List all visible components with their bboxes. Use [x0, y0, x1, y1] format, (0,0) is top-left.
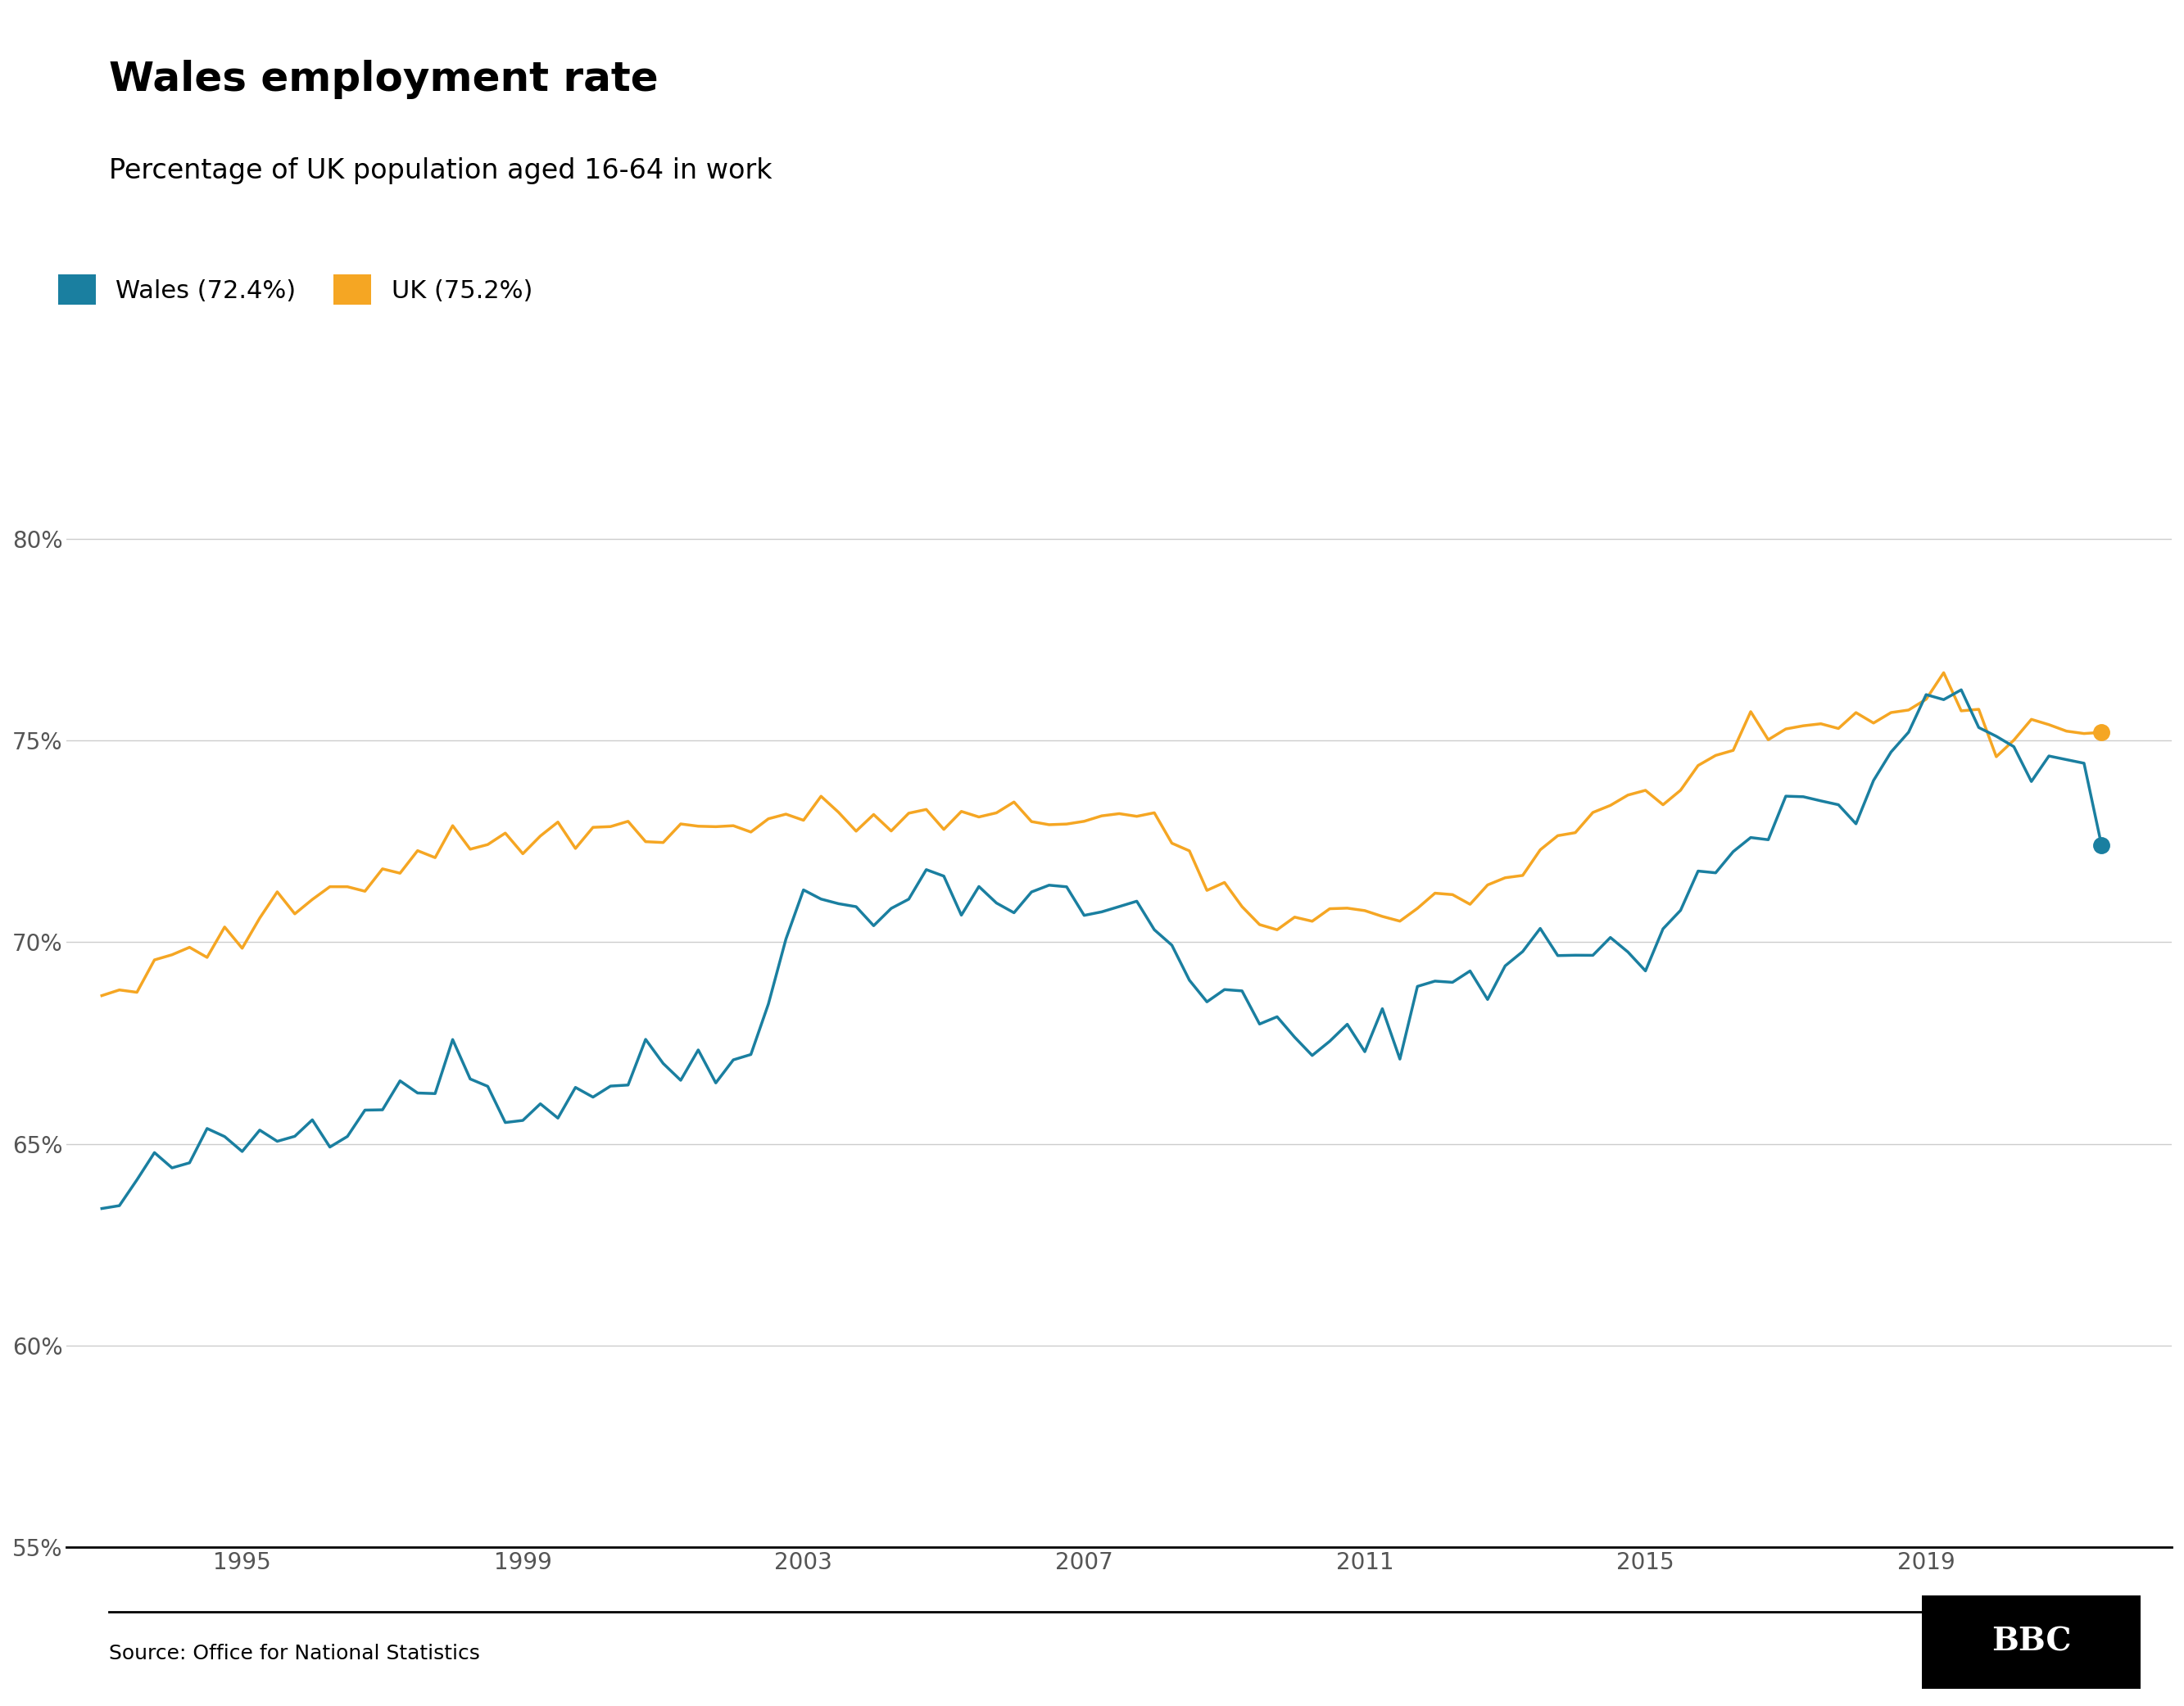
Text: Wales employment rate: Wales employment rate [109, 60, 660, 99]
Legend: Wales (72.4%), UK (75.2%): Wales (72.4%), UK (75.2%) [59, 275, 533, 305]
Text: BBC: BBC [1992, 1626, 2070, 1658]
Text: Source: Office for National Statistics: Source: Office for National Statistics [109, 1643, 480, 1663]
Text: Percentage of UK population aged 16-64 in work: Percentage of UK population aged 16-64 i… [109, 157, 773, 184]
